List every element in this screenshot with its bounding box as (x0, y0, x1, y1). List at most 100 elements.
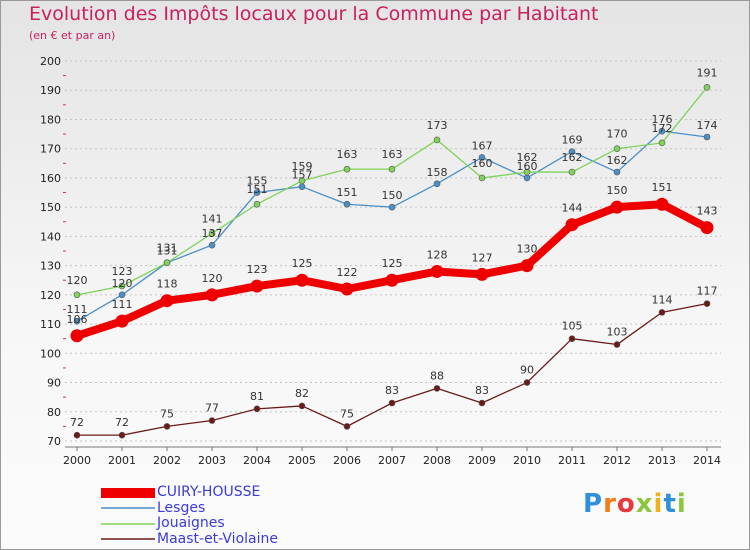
data-label: 169 (562, 134, 583, 147)
data-label: 105 (562, 320, 583, 333)
data-point (523, 168, 531, 176)
data-point (115, 314, 129, 328)
y-tick-label: 150 (40, 201, 61, 214)
series-jouaignes (73, 84, 711, 299)
data-point (658, 309, 666, 316)
x-tick-label: 2013 (648, 454, 676, 467)
data-point (613, 168, 621, 176)
y-tick-label: 140 (40, 230, 61, 243)
data-label: 131 (157, 245, 178, 258)
data-label: 72 (70, 416, 84, 429)
data-label: 75 (340, 407, 354, 420)
data-label: 111 (112, 298, 133, 311)
data-label: 127 (472, 251, 493, 264)
data-label: 170 (607, 128, 628, 141)
data-label: 158 (427, 166, 448, 179)
legend-label: Lesges (157, 499, 206, 516)
data-point (613, 145, 621, 152)
data-point (205, 288, 219, 302)
x-tick-label: 2008 (423, 454, 451, 467)
data-point (73, 317, 81, 325)
data-point (73, 291, 81, 299)
data-point (568, 148, 576, 155)
data-label: 159 (292, 160, 313, 173)
x-tick-label: 2006 (333, 454, 361, 467)
x-tick-label: 2007 (378, 454, 406, 467)
data-label: 172 (652, 122, 673, 135)
data-label: 167 (472, 139, 493, 152)
data-point (433, 180, 441, 188)
data-point (118, 282, 126, 290)
data-label: 155 (247, 175, 268, 188)
data-point (343, 423, 351, 430)
data-label: 151 (247, 183, 268, 196)
data-label: 150 (607, 184, 628, 197)
x-tick-label: 2014 (693, 454, 721, 467)
x-tick-label: 2002 (153, 454, 181, 467)
data-label: 141 (202, 212, 223, 225)
data-label: 77 (205, 402, 219, 415)
data-point (430, 264, 444, 278)
proxiti-logo: Proxiti (583, 489, 687, 519)
data-point (478, 154, 486, 161)
data-label: 81 (250, 390, 264, 403)
data-point (703, 133, 711, 141)
data-label: 114 (652, 293, 673, 306)
data-label: 163 (382, 148, 403, 161)
data-point (163, 259, 171, 266)
data-label: 83 (385, 384, 399, 397)
chart-subtitle: (en € et par an) (29, 29, 116, 42)
data-point (388, 165, 396, 173)
data-label: 130 (517, 243, 538, 256)
legend-swatch (101, 538, 155, 540)
series-maast-et-violaine (73, 300, 711, 439)
data-point (250, 279, 264, 293)
data-label: 125 (382, 257, 403, 270)
legend-item-maast-et-violaine[interactable]: Maast-et-Violaine (101, 530, 278, 548)
data-label: 162 (562, 151, 583, 164)
x-tick-label: 2009 (468, 454, 496, 467)
legend-label: CUIRY-HOUSSE (157, 484, 261, 501)
x-tick-label: 2011 (558, 454, 586, 467)
logo-letter: x (635, 489, 654, 519)
data-label: 162 (517, 151, 538, 164)
legend-item-cuiry-housse[interactable]: CUIRY-HOUSSE (101, 485, 278, 501)
data-label: 122 (337, 266, 358, 279)
legend-item-jouaignes[interactable]: Jouaignes (101, 516, 278, 532)
data-point (388, 399, 396, 407)
data-label: 120 (67, 274, 88, 287)
data-label: 120 (202, 272, 223, 285)
data-point (253, 405, 261, 413)
data-point (298, 177, 306, 185)
y-tick-label: 110 (40, 318, 61, 331)
chart-title: Evolution des Impôts locaux pour la Comm… (29, 3, 599, 25)
x-tick-label: 2000 (63, 454, 91, 467)
data-label: 111 (67, 303, 88, 316)
legend-swatch (101, 507, 155, 509)
series-cuiry-housse (70, 197, 714, 343)
data-label: 75 (160, 407, 174, 420)
axes: 7080901001101201301401501601701801902002… (40, 55, 721, 467)
data-point (520, 259, 534, 273)
data-point (160, 294, 174, 308)
data-label: 176 (652, 113, 673, 126)
data-label: 191 (697, 66, 718, 79)
y-tick-label: 160 (40, 172, 61, 185)
data-label: 174 (697, 119, 718, 132)
legend-item-lesges[interactable]: Lesges (101, 499, 278, 517)
data-point (433, 385, 441, 392)
legend-swatch (101, 487, 155, 498)
data-label: 72 (115, 416, 129, 429)
data-label: 144 (562, 202, 583, 215)
data-label: 83 (475, 384, 489, 397)
y-tick-label: 190 (40, 84, 61, 97)
logo-letter: r (603, 489, 617, 519)
data-point (73, 431, 81, 439)
data-label: 117 (697, 285, 718, 298)
legend-label: Maast-et-Violaine (157, 530, 278, 547)
data-label: 131 (157, 242, 178, 255)
data-point (208, 417, 216, 424)
data-label: 160 (517, 160, 538, 173)
